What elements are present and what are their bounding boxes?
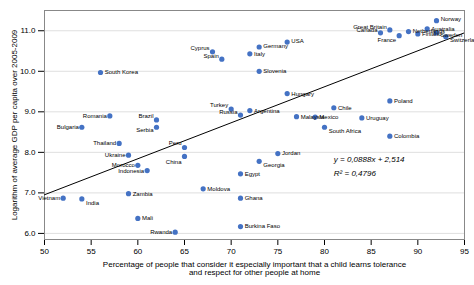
svg-text:Burkina Faso: Burkina Faso bbox=[245, 223, 281, 229]
svg-text:Italy: Italy bbox=[254, 51, 265, 57]
svg-text:70: 70 bbox=[227, 247, 236, 256]
svg-text:Russia: Russia bbox=[219, 109, 238, 115]
svg-text:South Africa: South Africa bbox=[329, 128, 362, 134]
svg-text:Malaysia: Malaysia bbox=[300, 113, 325, 120]
svg-text:85: 85 bbox=[367, 247, 376, 256]
svg-text:China: China bbox=[166, 159, 182, 165]
svg-text:75: 75 bbox=[273, 247, 282, 256]
svg-text:Romania: Romania bbox=[83, 113, 108, 119]
svg-text:8.0: 8.0 bbox=[24, 148, 36, 157]
svg-text:Poland: Poland bbox=[394, 98, 413, 104]
svg-text:Ukraine: Ukraine bbox=[105, 152, 126, 158]
svg-text:95: 95 bbox=[460, 247, 469, 256]
svg-text:Moldova: Moldova bbox=[207, 186, 230, 192]
svg-text:Argentina: Argentina bbox=[254, 108, 280, 114]
svg-text:Norway: Norway bbox=[441, 16, 461, 22]
svg-text:Morocco: Morocco bbox=[111, 162, 135, 169]
svg-text:80: 80 bbox=[320, 247, 329, 256]
svg-text:Thailand: Thailand bbox=[93, 140, 116, 146]
svg-text:Indonesia: Indonesia bbox=[118, 168, 145, 174]
svg-text:Egypt: Egypt bbox=[245, 171, 261, 177]
svg-text:Zambia: Zambia bbox=[133, 191, 154, 197]
svg-text:Georgia: Georgia bbox=[263, 162, 285, 168]
svg-text:Ghana: Ghana bbox=[245, 195, 264, 201]
svg-text:6.0: 6.0 bbox=[24, 229, 36, 238]
svg-text:Switzerland: Switzerland bbox=[450, 37, 474, 43]
svg-text:Slovenia: Slovenia bbox=[263, 68, 287, 74]
svg-text:Hungary: Hungary bbox=[291, 91, 314, 97]
svg-text:7.0: 7.0 bbox=[24, 188, 36, 197]
svg-text:Finland: Finland bbox=[422, 31, 442, 37]
svg-text:Uruguay: Uruguay bbox=[366, 115, 389, 121]
svg-text:Rwanda: Rwanda bbox=[150, 229, 173, 235]
svg-text:Serbia: Serbia bbox=[136, 127, 154, 133]
svg-text:Spain: Spain bbox=[203, 53, 218, 59]
svg-text:Peru: Peru bbox=[169, 140, 182, 146]
svg-text:y = 0,0888x + 2,514: y = 0,0888x + 2,514 bbox=[333, 155, 405, 164]
svg-text:Vietnam: Vietnam bbox=[38, 195, 60, 201]
svg-text:Colombia: Colombia bbox=[394, 133, 420, 139]
svg-text:Germany: Germany bbox=[263, 43, 288, 49]
svg-text:India: India bbox=[86, 200, 100, 206]
svg-text:South Korea: South Korea bbox=[105, 69, 139, 75]
svg-text:Percentage of people that cons: Percentage of people that consider it es… bbox=[103, 260, 407, 277]
svg-text:10.0: 10.0 bbox=[20, 67, 36, 76]
svg-text:Canada: Canada bbox=[356, 27, 378, 33]
svg-text:50: 50 bbox=[40, 247, 49, 256]
svg-text:Chile: Chile bbox=[338, 105, 352, 111]
svg-text:90: 90 bbox=[413, 247, 422, 256]
svg-text:Cyprus: Cyprus bbox=[190, 45, 209, 51]
svg-text:Mexico: Mexico bbox=[319, 114, 339, 120]
svg-text:Logarithm of average GDP per c: Logarithm of average GDP per capita over… bbox=[10, 29, 19, 220]
svg-text:USA: USA bbox=[291, 38, 303, 44]
svg-text:Jordan: Jordan bbox=[282, 150, 300, 156]
svg-text:Turkey: Turkey bbox=[210, 102, 228, 108]
svg-text:Brazil: Brazil bbox=[138, 113, 153, 119]
svg-text:60: 60 bbox=[133, 247, 142, 256]
svg-text:Bulgaria: Bulgaria bbox=[57, 124, 80, 130]
svg-text:Sweden: Sweden bbox=[440, 32, 463, 39]
svg-text:65: 65 bbox=[180, 247, 189, 256]
svg-text:France: France bbox=[377, 37, 396, 43]
svg-text:Mali: Mali bbox=[142, 215, 153, 221]
svg-text:55: 55 bbox=[87, 247, 96, 256]
svg-text:9.0: 9.0 bbox=[24, 107, 36, 116]
svg-text:11.0: 11.0 bbox=[21, 26, 37, 35]
svg-text:R² = 0,4796: R² = 0,4796 bbox=[334, 169, 377, 178]
